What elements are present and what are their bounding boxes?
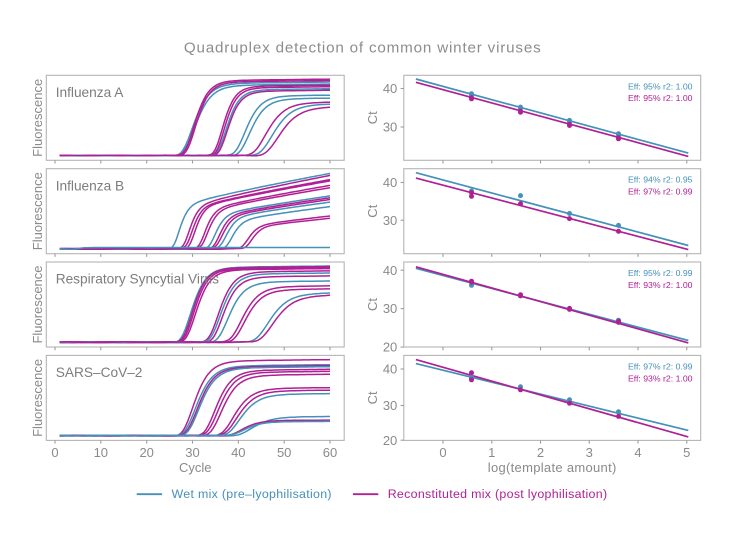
svg-text:Ct: Ct: [365, 111, 380, 124]
svg-text:Eff: 95% r2: 0.99: Eff: 95% r2: 0.99: [628, 268, 693, 278]
svg-text:Fluorescence: Fluorescence: [30, 172, 45, 250]
svg-text:4: 4: [634, 445, 641, 460]
svg-text:3: 3: [586, 445, 593, 460]
svg-text:Ct: Ct: [365, 204, 380, 217]
svg-text:30: 30: [383, 398, 397, 413]
svg-text:10: 10: [94, 445, 108, 460]
svg-text:Eff: 93% r2: 1.00: Eff: 93% r2: 1.00: [628, 280, 693, 290]
svg-text:30: 30: [185, 445, 199, 460]
svg-text:Wet mix (pre–lyophilisation): Wet mix (pre–lyophilisation): [172, 487, 332, 501]
svg-text:40: 40: [383, 263, 397, 278]
svg-text:Fluorescence: Fluorescence: [30, 79, 45, 157]
svg-text:Influenza B: Influenza B: [56, 178, 124, 193]
svg-text:Fluorescence: Fluorescence: [30, 265, 45, 343]
svg-text:40: 40: [383, 175, 397, 190]
svg-text:Eff: 95% r2: 1.00: Eff: 95% r2: 1.00: [628, 93, 693, 103]
svg-text:Ct: Ct: [365, 391, 380, 404]
svg-text:Eff: 97% r2: 0.99: Eff: 97% r2: 0.99: [628, 187, 693, 197]
svg-text:1: 1: [488, 445, 495, 460]
svg-text:Eff: 95% r2: 1.00: Eff: 95% r2: 1.00: [628, 81, 693, 91]
svg-text:Eff: 93% r2: 1.00: Eff: 93% r2: 1.00: [628, 373, 693, 383]
svg-text:20: 20: [139, 445, 153, 460]
svg-text:5: 5: [683, 445, 690, 460]
svg-text:30: 30: [383, 213, 397, 228]
svg-text:Fluorescence: Fluorescence: [30, 359, 45, 437]
svg-text:0: 0: [439, 445, 446, 460]
svg-text:40: 40: [383, 362, 397, 377]
svg-text:20: 20: [383, 340, 397, 355]
svg-text:40: 40: [231, 445, 245, 460]
svg-text:20: 20: [383, 433, 397, 448]
svg-text:Cycle: Cycle: [179, 460, 212, 475]
svg-text:Ct: Ct: [365, 298, 380, 311]
svg-text:Influenza A: Influenza A: [56, 85, 125, 100]
svg-text:Eff: 97% r2: 0.99: Eff: 97% r2: 0.99: [628, 361, 693, 371]
svg-text:Reconstituted mix (post lyophi: Reconstituted mix (post lyophilisation): [388, 487, 608, 501]
svg-text:60: 60: [323, 445, 337, 460]
svg-text:30: 30: [383, 120, 397, 135]
svg-text:Eff: 94% r2: 0.95: Eff: 94% r2: 0.95: [628, 175, 693, 185]
svg-text:log(template amount): log(template amount): [488, 460, 617, 475]
svg-text:Respiratory Syncytial Virus: Respiratory Syncytial Virus: [56, 272, 219, 287]
svg-text:0: 0: [51, 445, 58, 460]
svg-text:Quadruplex detection of common: Quadruplex detection of common winter vi…: [184, 40, 542, 57]
svg-text:40: 40: [383, 81, 397, 96]
svg-text:SARS–CoV–2: SARS–CoV–2: [56, 365, 143, 380]
svg-text:30: 30: [383, 301, 397, 316]
svg-text:50: 50: [277, 445, 291, 460]
svg-text:2: 2: [537, 445, 544, 460]
